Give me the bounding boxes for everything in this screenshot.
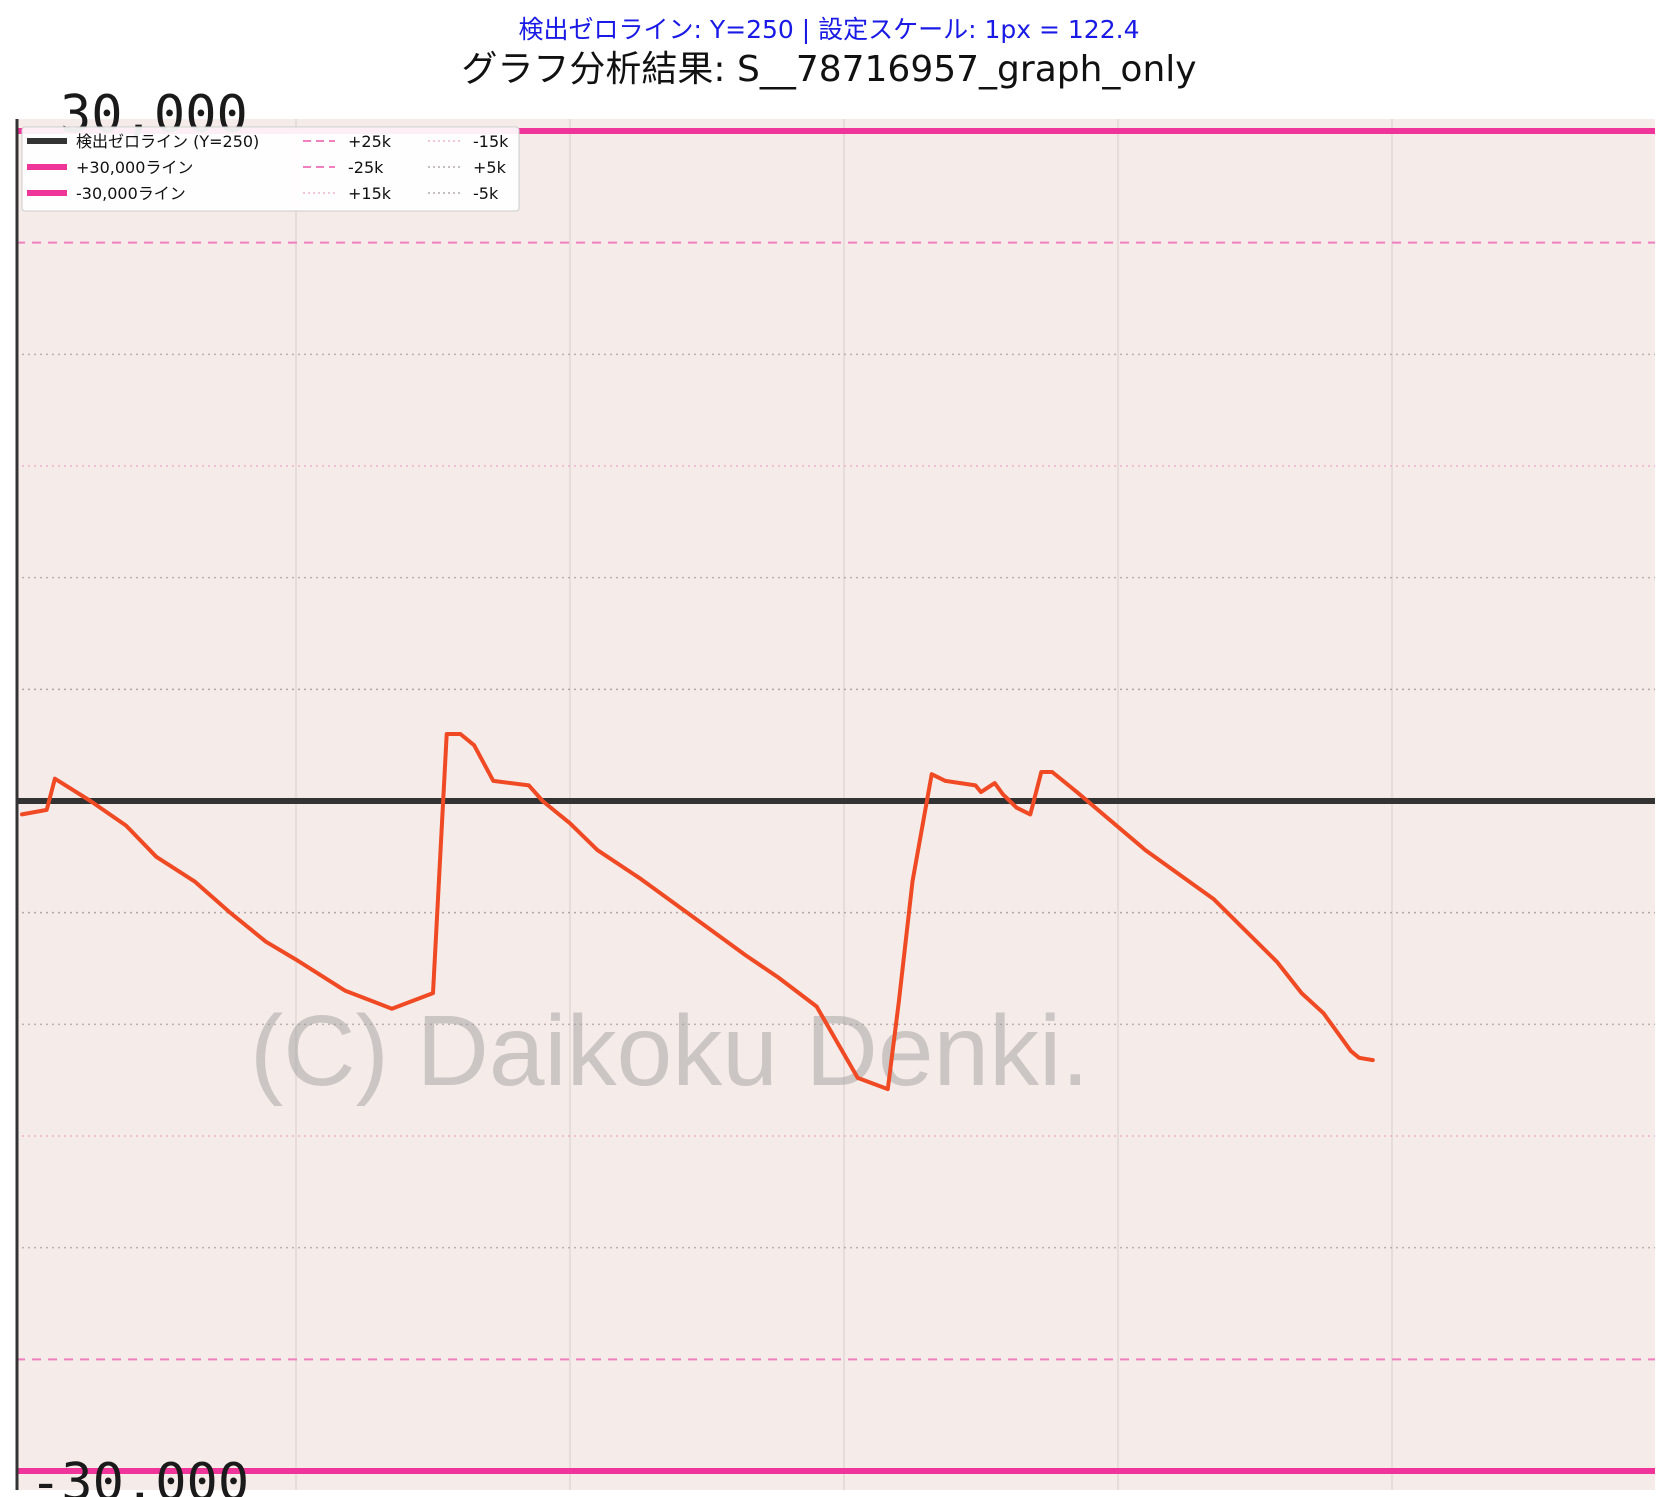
vertical-gridlines — [295, 119, 1393, 1490]
plot-area — [16, 119, 1655, 1490]
chart-subtitle: 検出ゼロライン: Y=250 | 設定スケール: 1px = 122.4 — [518, 15, 1140, 44]
legend: 検出ゼロライン (Y=250) +30,000ライン -30,000ライン +25k -… — [21, 126, 520, 212]
legend-label: +30,000ライン — [76, 158, 193, 177]
legend-label: +15k — [348, 184, 392, 203]
legend-label: 検出ゼロライン (Y=250) — [76, 132, 259, 151]
axis-fragment-bottom: -30,000 — [30, 1453, 249, 1497]
legend-label: -30,000ライン — [76, 184, 186, 203]
legend-label: -15k — [473, 132, 509, 151]
legend-label: -5k — [473, 184, 499, 203]
legend-label: +25k — [348, 132, 392, 151]
legend-label: -25k — [348, 158, 384, 177]
legend-label: +5k — [473, 158, 507, 177]
watermark: (C) Daikoku Denki. — [250, 995, 1089, 1107]
legend-box — [21, 126, 520, 212]
series-line — [20, 732, 1375, 1092]
chart-title: グラフ分析結果: S__78716957_graph_only — [461, 49, 1197, 90]
